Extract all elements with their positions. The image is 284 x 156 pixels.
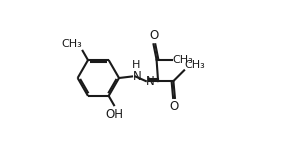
Text: O: O (170, 100, 179, 113)
Text: CH₃: CH₃ (172, 55, 193, 65)
Text: N: N (133, 70, 141, 83)
Text: H: H (131, 60, 140, 70)
Text: CH₃: CH₃ (61, 39, 82, 49)
Text: CH₃: CH₃ (185, 60, 205, 70)
Text: OH: OH (106, 107, 124, 120)
Text: O: O (149, 29, 158, 42)
Text: N: N (146, 75, 155, 88)
